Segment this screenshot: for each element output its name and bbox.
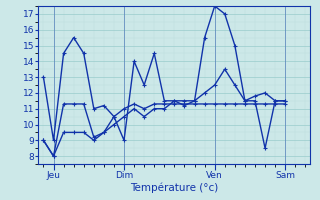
X-axis label: Température (°c): Température (°c) [130, 183, 219, 193]
